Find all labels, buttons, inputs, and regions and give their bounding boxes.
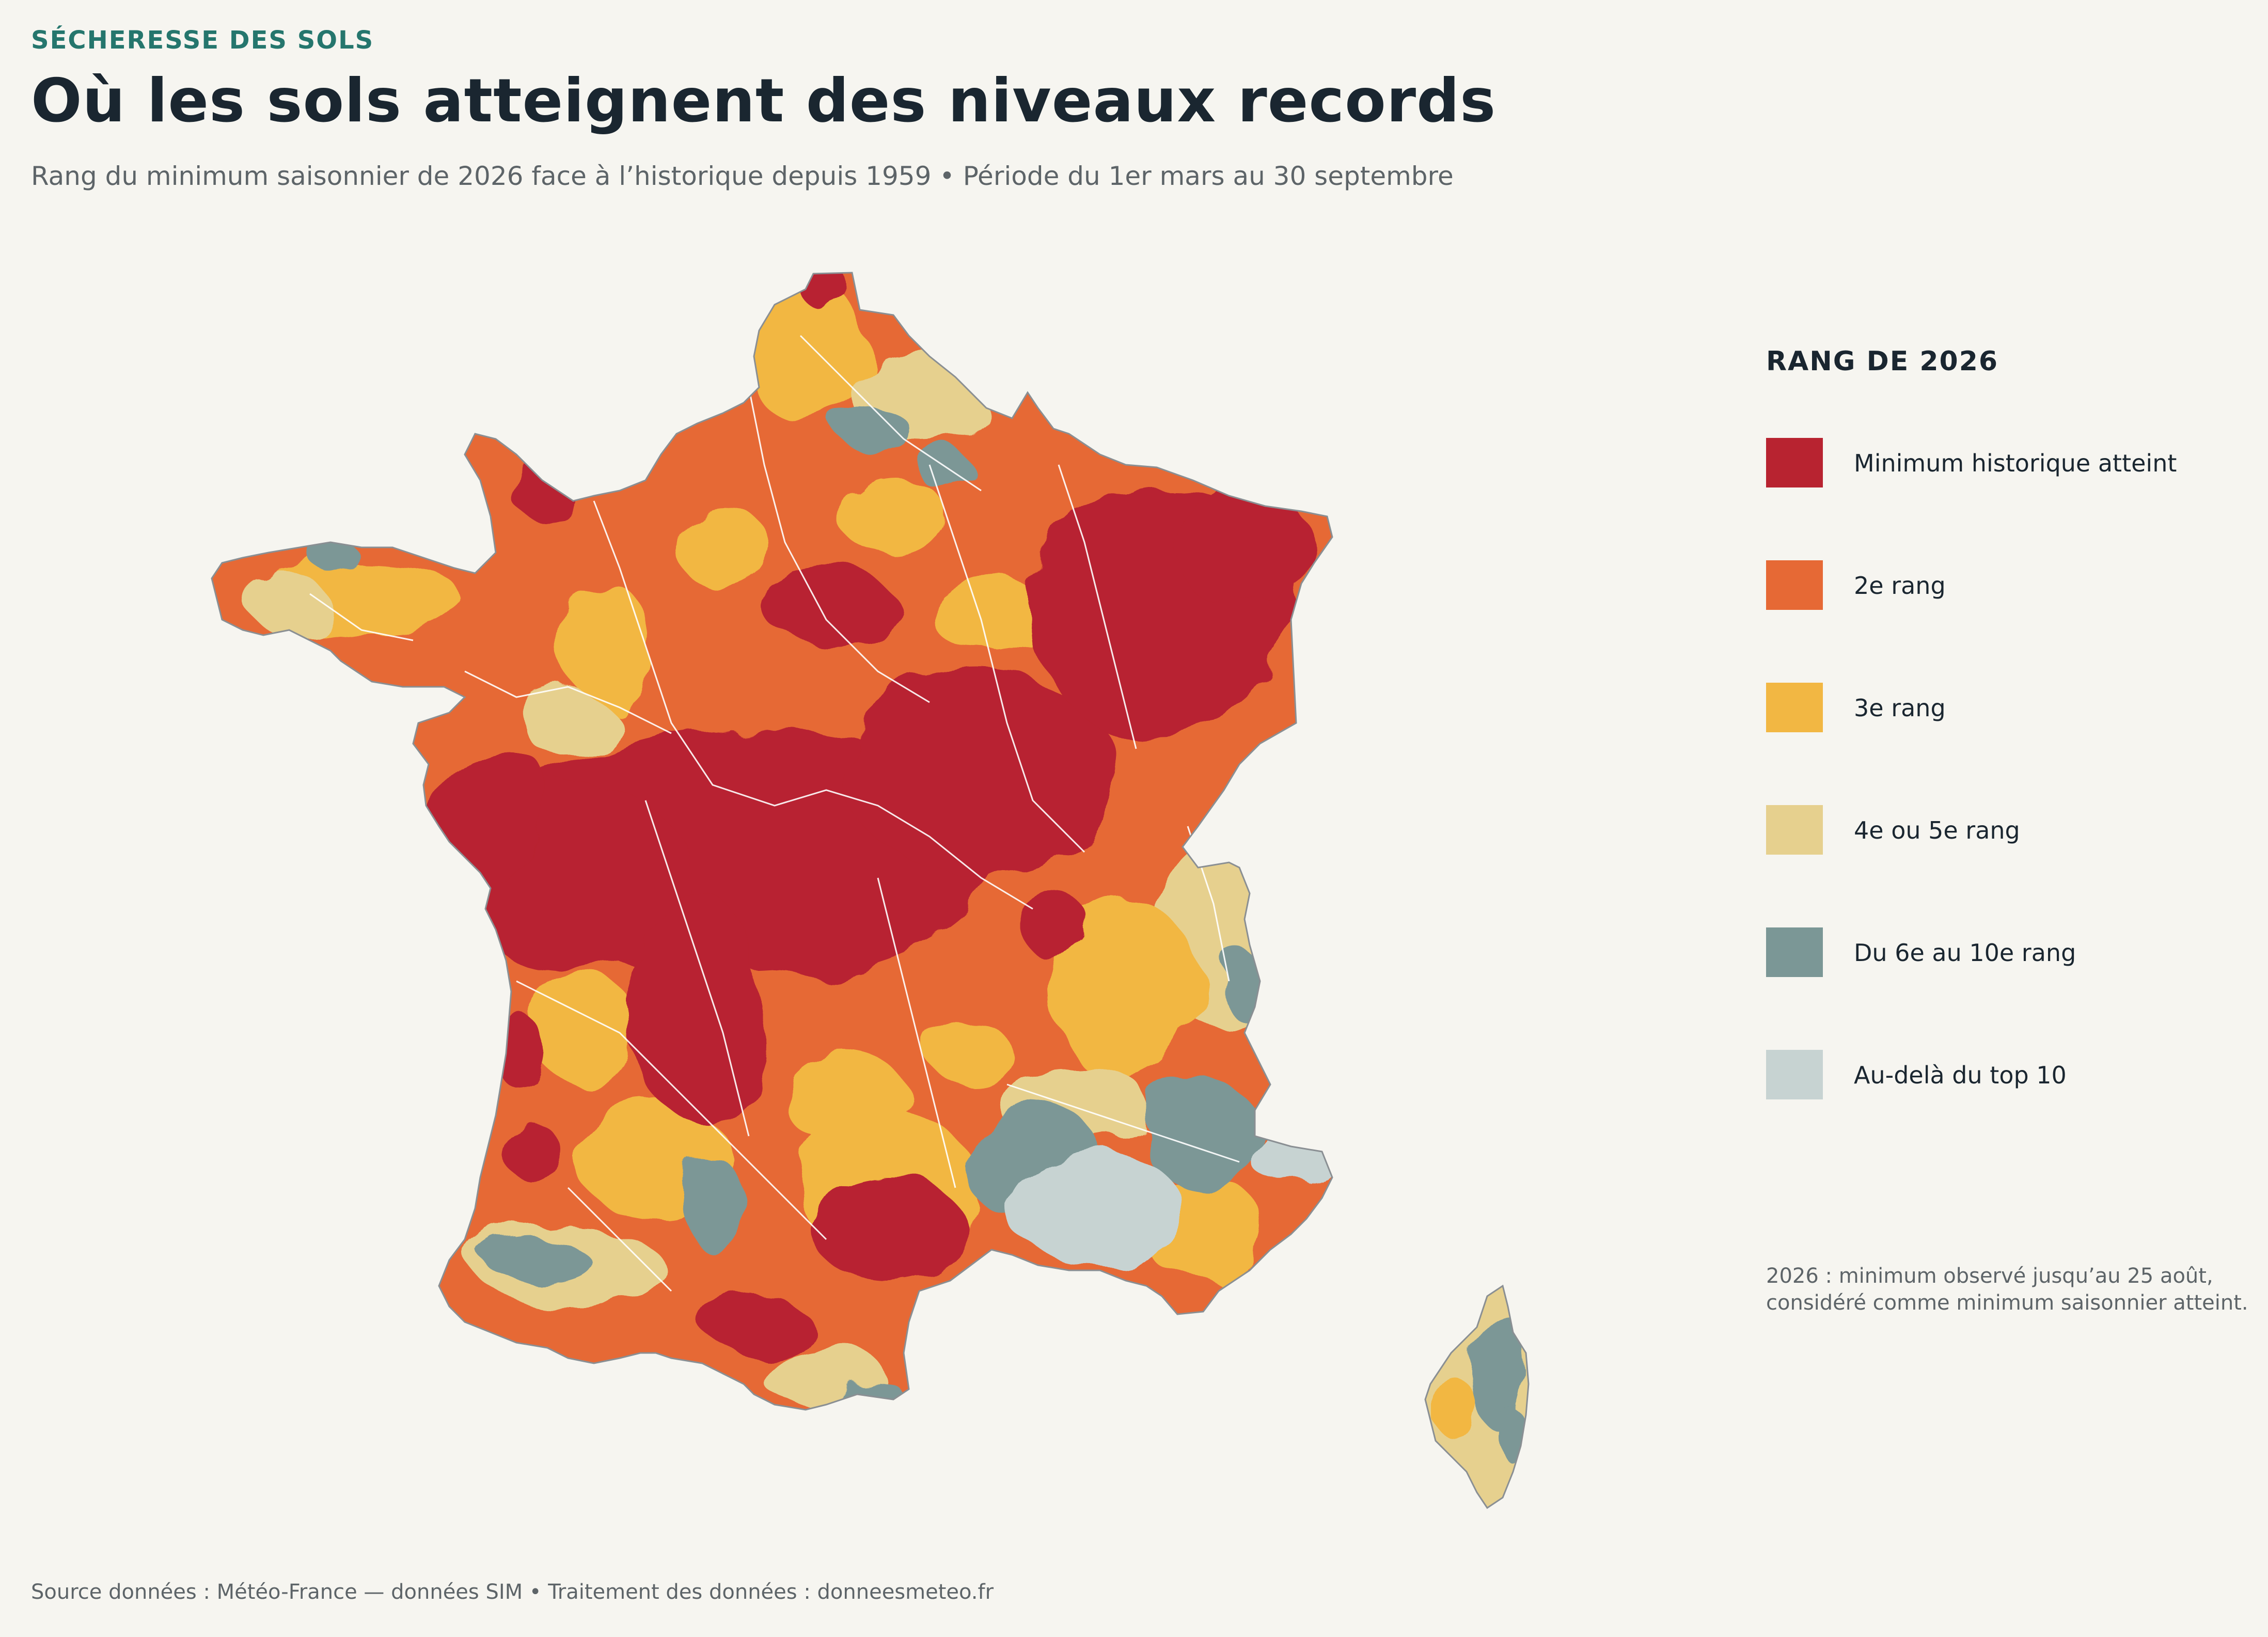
legend-label: Au-delà du top 10 [1854, 1061, 2067, 1089]
note-line-1: 2026 : minimum observé jusqu’au 25 août, [1766, 1264, 2213, 1288]
kicker: SÉCHERESSE DES SOLS [31, 26, 374, 55]
note-line-2: considéré comme minimum saisonnier attei… [1766, 1291, 2248, 1315]
legend-swatch [1766, 1050, 1823, 1099]
legend-swatch [1766, 927, 1823, 977]
legend-label: Minimum historique atteint [1854, 449, 2177, 477]
legend: RANG DE 2026 Minimum historique atteint 2… [1766, 346, 2231, 1172]
legend-swatch [1766, 805, 1823, 855]
legend-item: Minimum historique atteint [1766, 438, 2231, 487]
legend-label: 3e rang [1854, 694, 1946, 722]
source-footer: Source données : Météo-France — données … [31, 1580, 994, 1604]
legend-label: Du 6e au 10e rang [1854, 939, 2076, 967]
subtitle: Rang du minimum saisonnier de 2026 face … [31, 161, 1454, 191]
legend-item: 4e ou 5e rang [1766, 805, 2231, 855]
legend-item: 3e rang [1766, 683, 2231, 732]
corse-map [1425, 1286, 1529, 1508]
legend-item: 2e rang [1766, 560, 2231, 610]
legend-swatch [1766, 438, 1823, 487]
page-title: Où les sols atteignent des niveaux recor… [31, 66, 1497, 136]
legend-title: RANG DE 2026 [1766, 346, 1999, 377]
legend-label: 4e ou 5e rang [1854, 816, 2020, 844]
legend-item: Au-delà du top 10 [1766, 1050, 2231, 1099]
legend-label: 2e rang [1854, 572, 1946, 600]
legend-swatch [1766, 560, 1823, 610]
legend-swatch [1766, 683, 1823, 732]
note: 2026 : minimum observé jusqu’au 25 août,… [1766, 1263, 2262, 1316]
legend-item: Du 6e au 10e rang [1766, 927, 2231, 977]
mainland-map [212, 273, 1332, 1410]
